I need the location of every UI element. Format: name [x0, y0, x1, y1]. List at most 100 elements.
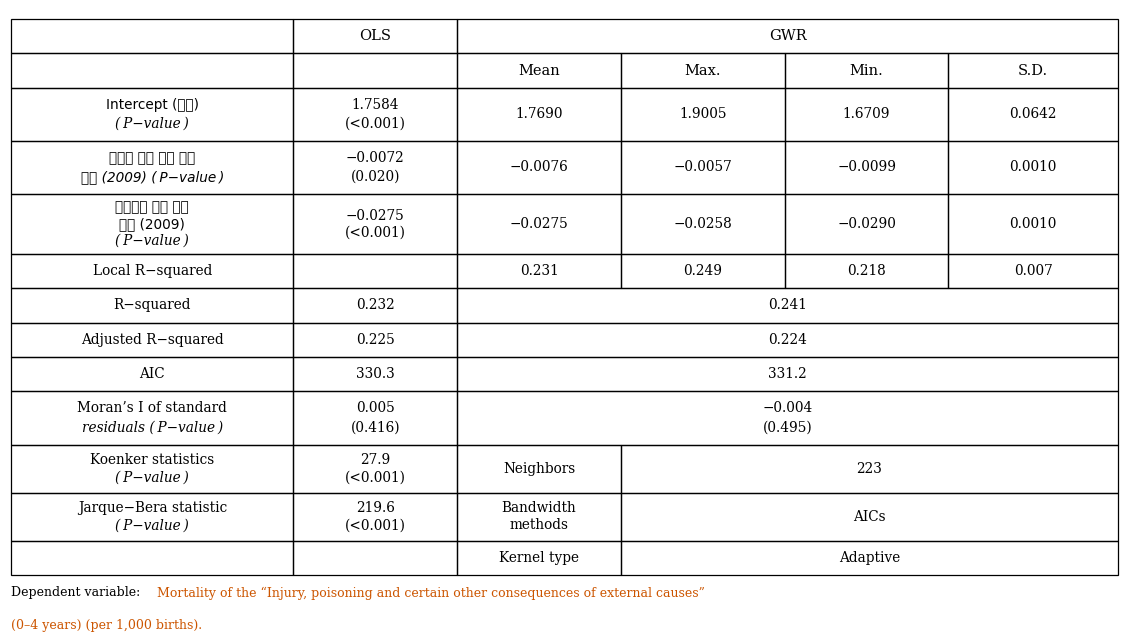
- Text: (0.416): (0.416): [350, 420, 400, 435]
- Text: 1.9005: 1.9005: [679, 107, 727, 121]
- Bar: [621, 254, 785, 288]
- Text: −0.0258: −0.0258: [673, 217, 733, 231]
- Text: 0.232: 0.232: [356, 298, 395, 312]
- Text: 0.0010: 0.0010: [1009, 161, 1057, 174]
- Text: 223: 223: [857, 461, 882, 476]
- Text: 0.249: 0.249: [683, 264, 723, 278]
- Bar: [11, 19, 294, 53]
- Text: 0.225: 0.225: [356, 333, 395, 347]
- Text: Bandwidth: Bandwidth: [501, 501, 577, 515]
- Bar: [11, 53, 294, 88]
- Bar: [457, 254, 621, 288]
- Text: residuals ( P−value ): residuals ( P−value ): [81, 420, 224, 435]
- Bar: [11, 541, 294, 575]
- Text: Adjusted R−squared: Adjusted R−squared: [81, 333, 224, 347]
- Text: 지자체 사회 복지 예산: 지자체 사회 복지 예산: [110, 151, 195, 165]
- Text: GWR: GWR: [769, 29, 806, 43]
- Bar: [457, 322, 1118, 357]
- Bar: [294, 288, 457, 322]
- Text: 27.9: 27.9: [360, 453, 391, 467]
- Text: ( P−value ): ( P−value ): [115, 518, 190, 532]
- Bar: [621, 53, 785, 88]
- Bar: [11, 88, 294, 141]
- Bar: [11, 254, 294, 288]
- Bar: [785, 194, 948, 254]
- Text: 330.3: 330.3: [356, 367, 395, 381]
- Text: OLS: OLS: [359, 29, 392, 43]
- Text: Min.: Min.: [850, 64, 883, 78]
- Text: Intercept (절편): Intercept (절편): [106, 98, 199, 112]
- Text: −0.0290: −0.0290: [837, 217, 896, 231]
- Bar: [294, 19, 457, 53]
- Text: 0.241: 0.241: [768, 298, 807, 312]
- Text: Adaptive: Adaptive: [839, 551, 900, 565]
- Bar: [294, 194, 457, 254]
- Bar: [948, 254, 1118, 288]
- Bar: [948, 53, 1118, 88]
- Text: 소득 (2009): 소득 (2009): [120, 217, 185, 231]
- Text: (0–4 years) (per 1,000 births).: (0–4 years) (per 1,000 births).: [11, 619, 202, 632]
- Bar: [457, 194, 621, 254]
- Text: Dependent variable:: Dependent variable:: [11, 586, 149, 600]
- Bar: [11, 322, 294, 357]
- Text: 0.218: 0.218: [847, 264, 886, 278]
- Text: ( P−value ): ( P−value ): [115, 234, 190, 248]
- Text: 1.7690: 1.7690: [515, 107, 562, 121]
- Bar: [294, 444, 457, 492]
- Text: (<0.001): (<0.001): [344, 470, 405, 484]
- Bar: [785, 88, 948, 141]
- Bar: [11, 444, 294, 492]
- Text: 331.2: 331.2: [768, 367, 807, 381]
- Text: Max.: Max.: [684, 64, 721, 78]
- Bar: [294, 492, 457, 541]
- Bar: [785, 254, 948, 288]
- Bar: [457, 357, 1118, 391]
- Bar: [457, 53, 621, 88]
- Text: 시군구별 평균 가구: 시군구별 평균 가구: [115, 200, 190, 214]
- Bar: [621, 88, 785, 141]
- Text: 비중 (2009) ( P−value ): 비중 (2009) ( P−value ): [80, 170, 224, 184]
- Bar: [457, 288, 1118, 322]
- Text: 0.007: 0.007: [1014, 264, 1052, 278]
- Text: 1.7584: 1.7584: [351, 98, 399, 112]
- Bar: [294, 541, 457, 575]
- Bar: [11, 194, 294, 254]
- Text: (0.020): (0.020): [350, 170, 400, 184]
- Text: AICs: AICs: [854, 509, 885, 524]
- Text: ( P−value ): ( P−value ): [115, 117, 190, 131]
- Bar: [294, 322, 457, 357]
- Text: 0.231: 0.231: [519, 264, 559, 278]
- Text: Koenker statistics: Koenker statistics: [90, 453, 215, 467]
- Bar: [11, 492, 294, 541]
- Bar: [621, 541, 1118, 575]
- Text: R−squared: R−squared: [114, 298, 191, 312]
- Text: (<0.001): (<0.001): [344, 225, 405, 240]
- Text: −0.0072: −0.0072: [345, 151, 404, 165]
- Bar: [294, 141, 457, 194]
- Text: Local R−squared: Local R−squared: [93, 264, 212, 278]
- Bar: [457, 19, 1118, 53]
- Bar: [621, 444, 1118, 492]
- Text: AIC: AIC: [140, 367, 165, 381]
- Bar: [621, 141, 785, 194]
- Text: 1.6709: 1.6709: [843, 107, 891, 121]
- Bar: [621, 194, 785, 254]
- Text: −0.004: −0.004: [762, 401, 813, 415]
- Bar: [11, 288, 294, 322]
- Bar: [11, 357, 294, 391]
- Bar: [457, 391, 1118, 444]
- Text: Mortality of the “Injury, poisoning and certain other consequences of external c: Mortality of the “Injury, poisoning and …: [157, 586, 704, 600]
- Text: −0.0057: −0.0057: [673, 161, 733, 174]
- Bar: [785, 141, 948, 194]
- Text: ( P−value ): ( P−value ): [115, 470, 190, 484]
- Text: methods: methods: [509, 518, 569, 532]
- Text: −0.0275: −0.0275: [509, 217, 568, 231]
- Text: (<0.001): (<0.001): [344, 117, 405, 131]
- Text: 219.6: 219.6: [356, 501, 395, 515]
- Text: −0.0099: −0.0099: [837, 161, 896, 174]
- Text: S.D.: S.D.: [1018, 64, 1048, 78]
- Bar: [294, 357, 457, 391]
- Bar: [294, 391, 457, 444]
- Text: Moran’s I of standard: Moran’s I of standard: [78, 401, 227, 415]
- Text: −0.0076: −0.0076: [509, 161, 568, 174]
